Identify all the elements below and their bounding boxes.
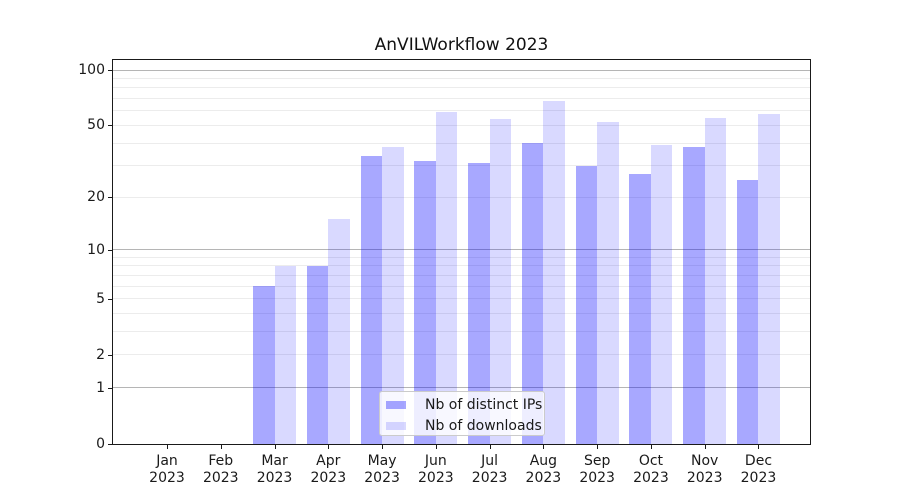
y-tick-label-100: 100: [78, 62, 105, 78]
gridline-major-100: [113, 69, 810, 71]
x-tick-mark-feb: [220, 445, 222, 449]
x-tick-mark-jul: [489, 445, 491, 449]
gridline-minor-90: [113, 77, 810, 79]
gridline-minor-8: [113, 265, 810, 267]
x-tick-mark-aug: [543, 445, 545, 449]
x-tick-mark-jan: [167, 445, 168, 449]
gridline-minor-6: [113, 285, 810, 287]
legend-label-distinct-ips: Nb of distinct IPs: [425, 397, 543, 413]
y-tick-label-20: 20: [87, 189, 105, 206]
x-tick-label-feb: Feb 2023: [202, 453, 239, 486]
gridline-minor-5: [113, 298, 810, 300]
bar-distinct-ips-mar: [253, 286, 275, 444]
plot-area: Nb of distinct IPs Nb of downloads: [112, 59, 811, 445]
gridline-minor-7: [113, 274, 810, 276]
x-tick-mark-jun: [435, 445, 437, 449]
y-tick-label-2: 2: [96, 346, 105, 363]
bar-downloads-jul: [489, 119, 512, 444]
bar-distinct-ips-oct: [629, 173, 651, 444]
gridline-minor-40: [113, 142, 810, 144]
legend-swatch-downloads: [386, 422, 406, 430]
bar-distinct-ips-jun: [414, 160, 436, 444]
bar-downloads-apr: [328, 219, 350, 444]
x-tick-mark-dec: [758, 445, 760, 449]
chart-title: AnVILWorkflow 2023: [374, 35, 549, 55]
bar-downloads-nov: [704, 117, 727, 444]
x-tick-mark-mar: [274, 445, 276, 449]
y-tick-label-50: 50: [87, 117, 105, 134]
x-tick-label-sep: Sep 2023: [579, 453, 615, 486]
x-tick-label-may: May 2023: [364, 453, 400, 486]
legend-row-distinct-ips: Nb of distinct IPs: [380, 395, 542, 415]
gridline-major-10: [113, 249, 810, 251]
x-tick-mark-may: [382, 445, 384, 449]
gridline-minor-3: [113, 331, 810, 333]
bar-downloads-aug: [543, 100, 565, 444]
gridline-minor-9: [113, 256, 810, 258]
bar-distinct-ips-apr: [306, 265, 329, 444]
bar-downloads-mar: [274, 265, 297, 444]
legend: Nb of distinct IPs Nb of downloads: [379, 391, 545, 436]
gridline-minor-60: [113, 110, 810, 112]
x-tick-label-jul: Jul 2023: [471, 453, 508, 486]
x-tick-label-dec: Dec 2023: [740, 453, 777, 486]
bar-distinct-ips-dec: [736, 179, 759, 444]
bar-distinct-ips-may: [360, 155, 383, 444]
x-tick-label-nov: Nov 2023: [686, 453, 723, 486]
x-tick-mark-apr: [328, 445, 330, 449]
gridline-minor-2: [113, 354, 810, 356]
bar-downloads-jun: [435, 112, 458, 444]
y-tick-label-10: 10: [87, 241, 105, 258]
x-tick-mark-nov: [704, 445, 706, 449]
plot-inner: [113, 60, 810, 444]
gridline-minor-70: [113, 98, 810, 100]
bar-downloads-may: [382, 147, 404, 444]
gridline-minor-50: [113, 124, 810, 126]
gridline-minor-80: [113, 87, 810, 89]
gridline-minor-30: [113, 165, 810, 167]
bar-distinct-ips-jul: [468, 163, 490, 444]
x-tick-label-oct: Oct 2023: [633, 453, 669, 486]
y-tick-label-1: 1: [96, 379, 105, 396]
gridline-minor-20: [113, 196, 810, 198]
bar-distinct-ips-aug: [521, 143, 544, 444]
x-tick-label-aug: Aug 2023: [525, 453, 562, 486]
x-tick-mark-oct: [650, 445, 652, 449]
bar-distinct-ips-sep: [575, 165, 598, 444]
legend-row-downloads: Nb of downloads: [380, 416, 542, 436]
x-tick-mark-sep: [597, 445, 599, 449]
x-tick-label-jan: Jan 2023: [149, 453, 185, 486]
bar-downloads-dec: [758, 113, 780, 444]
x-tick-label-apr: Apr 2023: [310, 453, 347, 486]
gridline-minor-4: [113, 313, 810, 315]
x-tick-label-jun: Jun 2023: [418, 453, 454, 486]
bar-distinct-ips-nov: [683, 147, 705, 444]
bar-downloads-sep: [597, 122, 619, 444]
legend-swatch-distinct-ips: [386, 401, 406, 409]
x-tick-label-mar: Mar 2023: [256, 453, 293, 486]
gridline-major-1: [113, 387, 810, 389]
bar-downloads-oct: [650, 145, 673, 444]
y-tick-label-5: 5: [96, 290, 105, 307]
legend-label-downloads: Nb of downloads: [425, 418, 542, 434]
y-tick-label-0: 0: [96, 436, 105, 452]
